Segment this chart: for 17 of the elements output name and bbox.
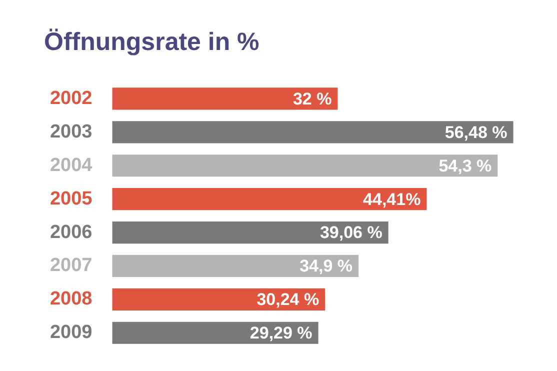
data-label: 39,06 % — [320, 223, 382, 242]
y-tick-label: 2007 — [50, 255, 92, 276]
y-tick-label: 2006 — [50, 222, 92, 243]
data-label: 29,29 % — [250, 324, 312, 343]
data-label: 32 % — [292, 89, 332, 108]
data-label: 30,24 % — [256, 290, 320, 310]
y-tick-label: 2005 — [50, 188, 93, 210]
data-label: 34,9 % — [300, 256, 353, 276]
y-tick-label: 2009 — [50, 322, 92, 344]
data-label: 56,48 % — [444, 122, 508, 142]
y-tick-label: 2003 — [50, 121, 92, 142]
y-tick-label: 2002 — [50, 88, 92, 109]
y-tick-label: 2008 — [50, 288, 92, 310]
chart-title: Öffnungsrate in % — [44, 28, 260, 57]
y-tick-label: 2004 — [50, 154, 93, 176]
data-label: 44,41% — [363, 190, 421, 209]
data-label: 54,3 % — [438, 156, 492, 176]
